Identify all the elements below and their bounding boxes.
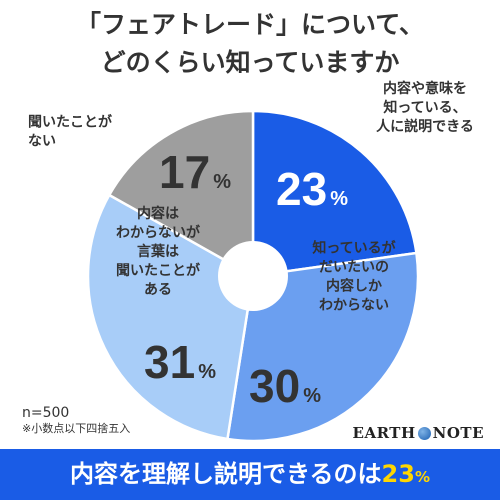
slice-value-2: 31% [144,336,216,388]
logo-text-right: NOTE [432,424,484,442]
summary-banner: 内容を理解し説明できるのは23% [0,449,500,500]
banner-unit: % [414,468,430,486]
slice-value-1: 30% [249,360,321,412]
banner-value: 23 [381,460,415,488]
banner-text: 内容を理解し説明できるのは [70,460,382,488]
donut-hole [218,241,288,311]
slice-label-1: 知っているがだいたいの内容しかわからない [312,240,396,314]
globe-icon [417,426,431,440]
chart-title-line2: どのくらい知っていますか [100,48,400,77]
rounding-note: ※小数点以下四捨五入 [22,422,131,435]
chart-title-line1: 「フェアトレード」について、 [75,10,424,39]
sample-size: n=500 [22,405,70,421]
slice-label-2: 内容はわからないが言葉は聞いたことがある [116,205,201,298]
logo-text-left: EARTH [352,424,416,442]
chart-title: 「フェアトレード」について、 どのくらい知っていますか [0,6,500,82]
slice-label-0: 内容や意味を知っている、人に説明できる [376,80,474,135]
slice-value-3: 17% [159,146,231,198]
pie-slice-3 [107,109,255,279]
earthnote-logo: EARTH NOTE [353,424,484,442]
slice-label-3: 聞いたことがない [28,114,113,150]
pie-slice-2 [86,193,255,441]
pie-slice-0 [251,109,418,278]
slice-value-0: 23% [276,163,348,215]
sample-note: n=500 ※小数点以下四捨五入 [22,405,130,437]
